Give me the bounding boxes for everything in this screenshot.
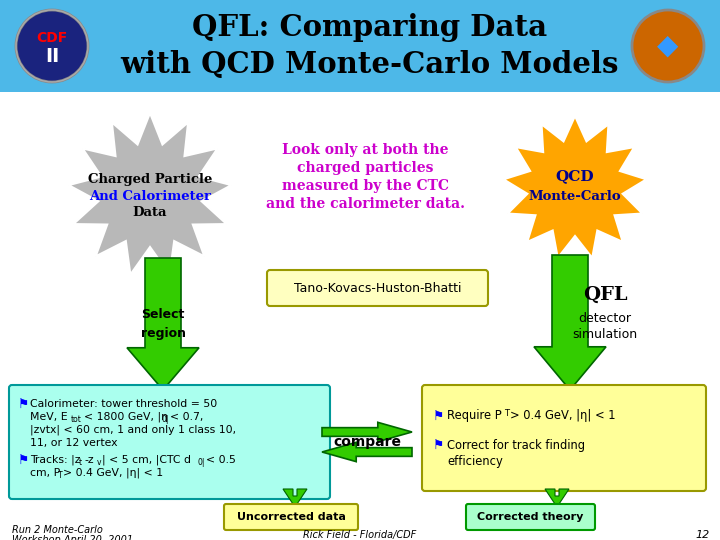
- Text: t: t: [79, 458, 82, 467]
- Text: ◆: ◆: [657, 32, 679, 60]
- Text: 0|: 0|: [198, 458, 205, 467]
- Text: Workshop April 20, 2001: Workshop April 20, 2001: [12, 535, 133, 540]
- Text: ⚑: ⚑: [18, 397, 30, 410]
- Bar: [0, 0, 720, 92]
- Text: > 0.4 GeV, |η| < 1: > 0.4 GeV, |η| < 1: [63, 468, 163, 478]
- FancyBboxPatch shape: [422, 385, 706, 491]
- Text: |zvtx| < 60 cm, 1 and only 1 class 10,: |zvtx| < 60 cm, 1 and only 1 class 10,: [30, 425, 236, 435]
- Polygon shape: [127, 258, 199, 390]
- Text: Corrected theory: Corrected theory: [477, 512, 583, 522]
- Text: 12: 12: [696, 530, 710, 540]
- Text: Look only at both the: Look only at both the: [282, 143, 449, 157]
- Text: efficiency: efficiency: [447, 456, 503, 469]
- Text: Calorimeter: tower threshold = 50: Calorimeter: tower threshold = 50: [30, 399, 217, 409]
- Text: Require P: Require P: [447, 409, 502, 422]
- Text: Tracks: |z: Tracks: |z: [30, 455, 81, 465]
- Text: cm, P: cm, P: [30, 468, 60, 478]
- Circle shape: [16, 10, 88, 82]
- Text: with QCD Monte-Carlo Models: with QCD Monte-Carlo Models: [121, 51, 619, 79]
- Text: < 0.5: < 0.5: [206, 455, 236, 465]
- Text: ⚑: ⚑: [18, 454, 30, 467]
- Text: T: T: [58, 471, 63, 480]
- Polygon shape: [283, 489, 307, 507]
- Text: CDF: CDF: [37, 31, 68, 45]
- Text: region: region: [140, 327, 186, 340]
- FancyBboxPatch shape: [224, 504, 358, 530]
- Text: v: v: [97, 458, 102, 467]
- Text: ⚑: ⚑: [433, 409, 444, 422]
- Polygon shape: [503, 116, 647, 258]
- Text: And Calorimeter: And Calorimeter: [89, 190, 211, 202]
- Text: Rick Field - Florida/CDF: Rick Field - Florida/CDF: [303, 530, 417, 540]
- Text: 0|: 0|: [162, 415, 169, 424]
- Text: charged particles: charged particles: [297, 161, 433, 175]
- Text: ⚑: ⚑: [433, 438, 444, 451]
- Polygon shape: [534, 255, 606, 390]
- Text: compare: compare: [333, 435, 401, 449]
- Polygon shape: [68, 113, 231, 275]
- Text: Charged Particle: Charged Particle: [88, 173, 212, 186]
- Text: T: T: [504, 409, 509, 418]
- Text: tot: tot: [71, 415, 82, 424]
- Text: detector: detector: [578, 312, 631, 325]
- FancyBboxPatch shape: [267, 270, 488, 306]
- Text: | < 5 cm, |CTC d: | < 5 cm, |CTC d: [102, 455, 191, 465]
- Polygon shape: [545, 489, 569, 507]
- Text: Data: Data: [132, 206, 167, 219]
- Text: simulation: simulation: [572, 327, 638, 341]
- Polygon shape: [322, 442, 412, 462]
- Text: QFL: Comparing Data: QFL: Comparing Data: [192, 14, 548, 43]
- Text: measured by the CTC: measured by the CTC: [282, 179, 449, 193]
- Text: Correct for track finding: Correct for track finding: [447, 438, 585, 451]
- Text: Tano-Kovacs-Huston-Bhatti: Tano-Kovacs-Huston-Bhatti: [294, 281, 462, 294]
- Text: II: II: [45, 46, 59, 65]
- Text: < 1800 GeV, |η: < 1800 GeV, |η: [84, 411, 168, 422]
- Text: QCD: QCD: [556, 169, 594, 183]
- Text: MeV, E: MeV, E: [30, 412, 68, 422]
- Text: -z: -z: [84, 455, 94, 465]
- FancyBboxPatch shape: [466, 504, 595, 530]
- FancyBboxPatch shape: [9, 385, 330, 499]
- Text: Run 2 Monte-Carlo: Run 2 Monte-Carlo: [12, 525, 103, 535]
- Text: QFL: QFL: [582, 286, 627, 304]
- Text: Uncorrected data: Uncorrected data: [237, 512, 346, 522]
- Polygon shape: [322, 422, 412, 442]
- Circle shape: [632, 10, 704, 82]
- Text: 11, or 12 vertex: 11, or 12 vertex: [30, 438, 117, 448]
- Text: > 0.4 GeV, |η| < 1: > 0.4 GeV, |η| < 1: [510, 409, 616, 422]
- Text: and the calorimeter data.: and the calorimeter data.: [266, 197, 464, 211]
- Text: Select: Select: [141, 308, 185, 321]
- Text: < 0.7,: < 0.7,: [170, 412, 203, 422]
- Text: Monte-Carlo: Monte-Carlo: [528, 190, 621, 202]
